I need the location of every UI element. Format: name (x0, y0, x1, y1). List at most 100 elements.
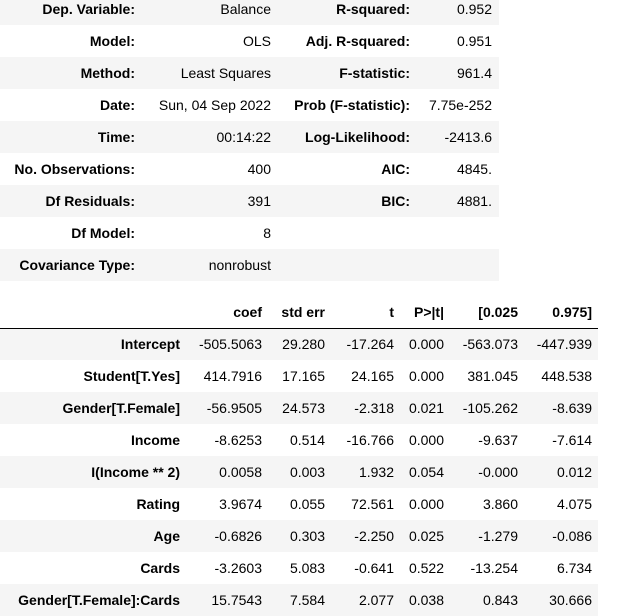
row-name: I(Income ** 2) (0, 456, 186, 488)
summary-label-right: R-squared: (276, 0, 414, 25)
cell-p-value: 0.000 (399, 424, 448, 456)
summary-row: Dep. Variable: Balance R-squared: 0.952 (0, 0, 499, 25)
summary-label-right: F-statistic: (276, 57, 414, 89)
summary-label-left: Df Residuals: (0, 185, 141, 217)
summary-row: No. Observations: 400 AIC: 4845. (0, 153, 499, 185)
cell-std-err: 7.584 (267, 584, 329, 616)
cell-p-value: 0.021 (399, 392, 448, 424)
cell-ci-upper: 0.012 (522, 456, 598, 488)
summary-value-left: nonrobust (141, 249, 276, 281)
header-ci-upper: 0.975] (522, 296, 598, 329)
row-name: Rating (0, 488, 186, 520)
cell-coef: -0.6826 (186, 520, 267, 552)
summary-value-left: OLS (141, 25, 276, 57)
summary-value-left: Sun, 04 Sep 2022 (141, 89, 276, 121)
coefficients-body: Intercept -505.5063 29.280 -17.264 0.000… (0, 328, 598, 616)
cell-t: -2.318 (329, 392, 399, 424)
cell-t: -17.264 (329, 328, 399, 360)
cell-ci-lower: -563.073 (448, 328, 522, 360)
table-row: Age -0.6826 0.303 -2.250 0.025 -1.279 -0… (0, 520, 598, 552)
summary-value-right (414, 217, 499, 249)
summary-label-right: Prob (F-statistic): (276, 89, 414, 121)
summary-row: Df Model: 8 (0, 217, 499, 249)
row-name: Cards (0, 552, 186, 584)
summary-value-left: 400 (141, 153, 276, 185)
table-row: Student[T.Yes] 414.7916 17.165 24.165 0.… (0, 360, 598, 392)
summary-label-right: Adj. R-squared: (276, 25, 414, 57)
summary-row: Model: OLS Adj. R-squared: 0.951 (0, 25, 499, 57)
cell-coef: 15.7543 (186, 584, 267, 616)
summary-label-right: AIC: (276, 153, 414, 185)
cell-coef: -3.2603 (186, 552, 267, 584)
row-name: Age (0, 520, 186, 552)
cell-std-err: 17.165 (267, 360, 329, 392)
summary-row: Method: Least Squares F-statistic: 961.4 (0, 57, 499, 89)
cell-t: 1.932 (329, 456, 399, 488)
header-std-err: std err (267, 296, 329, 329)
cell-std-err: 0.514 (267, 424, 329, 456)
cell-coef: 414.7916 (186, 360, 267, 392)
header-p-value: P>|t| (399, 296, 448, 329)
cell-t: -2.250 (329, 520, 399, 552)
cell-coef: 0.0058 (186, 456, 267, 488)
cell-std-err: 0.003 (267, 456, 329, 488)
cell-ci-upper: -8.639 (522, 392, 598, 424)
summary-label-left: Method: (0, 57, 141, 89)
summary-label-left: Df Model: (0, 217, 141, 249)
cell-ci-upper: -447.939 (522, 328, 598, 360)
summary-label-right (276, 249, 414, 281)
summary-label-left: Time: (0, 121, 141, 153)
cell-std-err: 0.303 (267, 520, 329, 552)
table-row: Cards -3.2603 5.083 -0.641 0.522 -13.254… (0, 552, 598, 584)
summary-label-left: Covariance Type: (0, 249, 141, 281)
cell-ci-lower: 3.860 (448, 488, 522, 520)
header-ci-lower: [0.025 (448, 296, 522, 329)
summary-value-right: 4881. (414, 185, 499, 217)
header-blank (0, 296, 186, 329)
cell-ci-upper: -0.086 (522, 520, 598, 552)
cell-ci-lower: -1.279 (448, 520, 522, 552)
cell-std-err: 0.055 (267, 488, 329, 520)
cell-t: 72.561 (329, 488, 399, 520)
row-name: Gender[T.Female]:Cards (0, 584, 186, 616)
summary-value-left: 391 (141, 185, 276, 217)
cell-std-err: 24.573 (267, 392, 329, 424)
model-summary-table: Dep. Variable: Balance R-squared: 0.952 … (0, 0, 499, 281)
summary-value-right: 0.951 (414, 25, 499, 57)
cell-ci-upper: 4.075 (522, 488, 598, 520)
summary-label-right: BIC: (276, 185, 414, 217)
cell-t: 24.165 (329, 360, 399, 392)
summary-row: Df Residuals: 391 BIC: 4881. (0, 185, 499, 217)
table-row: Gender[T.Female]:Cards 15.7543 7.584 2.0… (0, 584, 598, 616)
cell-p-value: 0.000 (399, 328, 448, 360)
cell-ci-upper: 30.666 (522, 584, 598, 616)
cell-std-err: 29.280 (267, 328, 329, 360)
summary-value-right (414, 249, 499, 281)
cell-ci-lower: -9.637 (448, 424, 522, 456)
cell-p-value: 0.522 (399, 552, 448, 584)
summary-label-left: Model: (0, 25, 141, 57)
cell-t: 2.077 (329, 584, 399, 616)
cell-t: -16.766 (329, 424, 399, 456)
cell-ci-upper: 6.734 (522, 552, 598, 584)
cell-ci-lower: -105.262 (448, 392, 522, 424)
summary-value-right: 961.4 (414, 57, 499, 89)
summary-label-right (276, 217, 414, 249)
cell-coef: -56.9505 (186, 392, 267, 424)
summary-value-right: 0.952 (414, 0, 499, 25)
summary-value-left: Balance (141, 0, 276, 25)
cell-p-value: 0.000 (399, 360, 448, 392)
row-name: Gender[T.Female] (0, 392, 186, 424)
summary-row: Covariance Type: nonrobust (0, 249, 499, 281)
summary-value-left: Least Squares (141, 57, 276, 89)
cell-coef: -505.5063 (186, 328, 267, 360)
header-t: t (329, 296, 399, 329)
coefficients-header: coef std err t P>|t| [0.025 0.975] (0, 296, 598, 329)
row-name: Intercept (0, 328, 186, 360)
cell-ci-lower: 0.843 (448, 584, 522, 616)
cell-p-value: 0.000 (399, 488, 448, 520)
table-row: Rating 3.9674 0.055 72.561 0.000 3.860 4… (0, 488, 598, 520)
summary-value-left: 8 (141, 217, 276, 249)
cell-coef: 3.9674 (186, 488, 267, 520)
cell-p-value: 0.038 (399, 584, 448, 616)
